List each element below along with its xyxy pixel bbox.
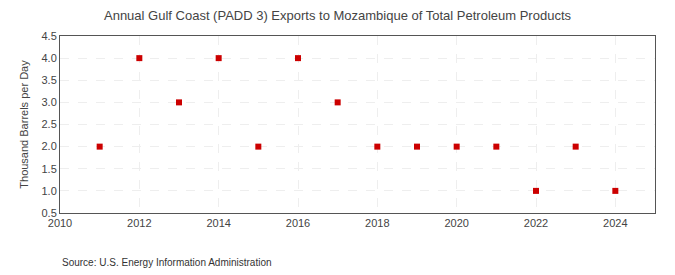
svg-text:Source: U.S. Energy Informatio: Source: U.S. Energy Information Administ…: [62, 257, 272, 268]
svg-text:3.5: 3.5: [42, 74, 57, 86]
svg-text:2018: 2018: [365, 217, 389, 229]
svg-text:2014: 2014: [206, 217, 230, 229]
svg-text:2010: 2010: [48, 217, 72, 229]
svg-text:Annual Gulf Coast (PADD 3) Exp: Annual Gulf Coast (PADD 3) Exports to Mo…: [104, 8, 572, 23]
svg-text:3.0: 3.0: [42, 96, 57, 108]
svg-text:2012: 2012: [127, 217, 151, 229]
svg-text:2.5: 2.5: [42, 118, 57, 130]
svg-text:2016: 2016: [286, 217, 310, 229]
svg-text:4.0: 4.0: [42, 52, 57, 64]
svg-text:2024: 2024: [603, 217, 627, 229]
svg-text:2.0: 2.0: [42, 140, 57, 152]
svg-text:1.0: 1.0: [42, 185, 57, 197]
svg-text:4.5: 4.5: [42, 30, 57, 42]
svg-text:2020: 2020: [444, 217, 468, 229]
svg-text:0.5: 0.5: [42, 207, 57, 219]
svg-text:1.5: 1.5: [42, 163, 57, 175]
svg-text:2022: 2022: [524, 217, 548, 229]
svg-text:Thousand Barrels per Day: Thousand Barrels per Day: [18, 60, 30, 189]
